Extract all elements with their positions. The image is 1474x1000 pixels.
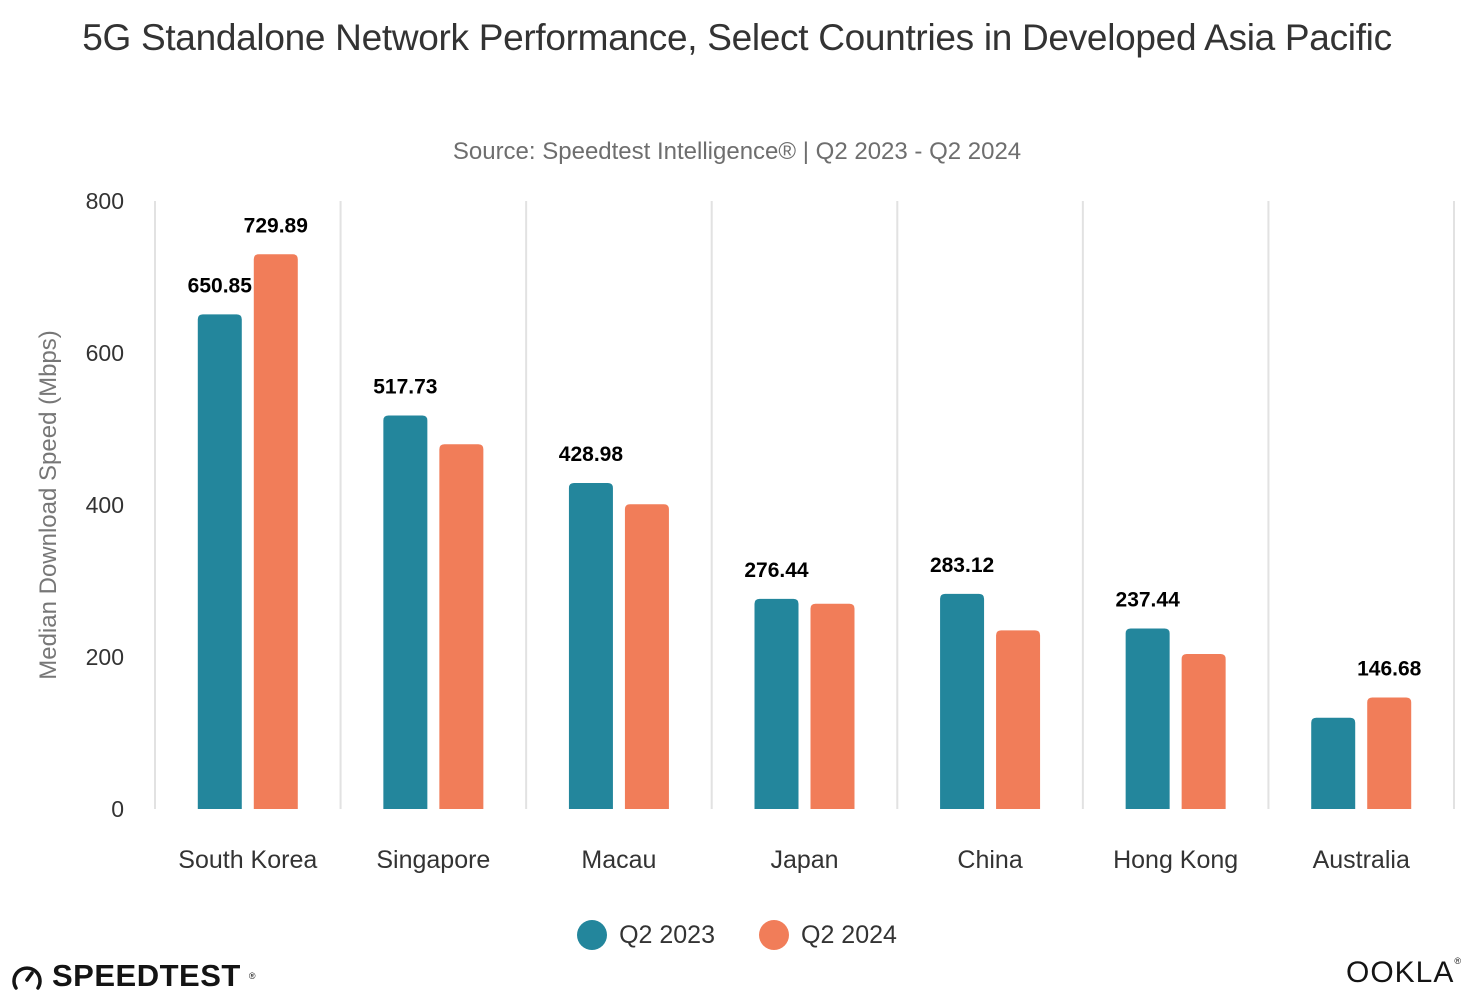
bar-singapore-q2-2023 <box>383 415 428 809</box>
legend-swatch-q2-2023 <box>577 920 608 950</box>
y-tick-label: 800 <box>86 188 124 214</box>
x-tick-label: Hong Kong <box>1113 846 1238 874</box>
bar-japan-q2-2023 <box>754 598 799 809</box>
grid-layer <box>154 201 1455 809</box>
bar-china-q2-2023 <box>940 593 985 809</box>
y-tick-label: 0 <box>111 796 124 822</box>
legend-label: Q2 2023 <box>619 920 715 949</box>
x-tick-label: Australia <box>1313 846 1410 874</box>
bar-macau-q2-2023 <box>568 482 613 809</box>
bar-japan-q2-2024 <box>810 603 855 809</box>
chart-title: 5G Standalone Network Performance, Selec… <box>82 17 1392 58</box>
y-tick-label: 400 <box>86 492 124 518</box>
chart-subtitle: Source: Speedtest Intelligence® | Q2 202… <box>452 138 1022 165</box>
legend-item-q2-2023[interactable]: Q2 2023 <box>577 920 715 950</box>
bars-layer <box>197 254 1412 810</box>
registered-mark: ® <box>1454 956 1462 966</box>
bar-south-korea-q2-2024 <box>253 254 298 810</box>
data-labels-layer: 650.85 729.89 517.73 428.98 276.44 283.12 237.… <box>188 214 1422 680</box>
data-label: 276.44 <box>744 559 809 582</box>
bar-australia-q2-2023 <box>1311 717 1356 809</box>
x-tick-label: South Korea <box>178 846 317 874</box>
bar-hong-kong-q2-2024 <box>1181 653 1226 809</box>
y-axis: 0 200 400 600 800 <box>86 188 124 822</box>
speedtest-logo: SPEEDTEST ® <box>10 958 256 994</box>
legend-swatch-q2-2024 <box>759 920 789 950</box>
bar-south-korea-q2-2023 <box>197 314 242 809</box>
bar-macau-q2-2024 <box>624 504 669 809</box>
data-label: 729.89 <box>244 214 308 237</box>
data-label: 650.85 <box>188 274 253 297</box>
legend-item-q2-2024[interactable]: Q2 2024 <box>759 920 897 950</box>
y-tick-label: 600 <box>86 340 124 366</box>
speedometer-icon <box>12 966 42 990</box>
x-tick-label: Singapore <box>376 846 490 874</box>
y-axis-title: Median Download Speed (Mbps) <box>35 330 62 680</box>
bar-hong-kong-q2-2023 <box>1125 628 1170 809</box>
x-tick-label: China <box>957 846 1022 874</box>
data-label: 283.12 <box>930 554 994 577</box>
ookla-logo: OOKLA® <box>1346 956 1462 990</box>
ookla-wordmark: OOKLA <box>1345 956 1455 989</box>
legend: Q2 2023 Q2 2024 <box>0 920 1474 950</box>
bar-chart: 650.85 729.89 517.73 428.98 276.44 283.12 237.… <box>35 188 1455 874</box>
x-axis: South Korea Singapore Macau Japan China Hong … <box>178 846 1410 874</box>
x-tick-label: Japan <box>770 846 838 874</box>
bar-china-q2-2024 <box>996 630 1041 809</box>
data-label: 428.98 <box>559 443 624 466</box>
bar-singapore-q2-2024 <box>439 444 484 809</box>
bar-australia-q2-2024 <box>1367 697 1412 809</box>
data-label: 146.68 <box>1357 658 1422 681</box>
y-tick-label: 200 <box>86 644 124 670</box>
data-label: 237.44 <box>1116 589 1181 612</box>
legend-label: Q2 2024 <box>801 920 897 949</box>
speedtest-wordmark: SPEEDTEST <box>52 958 241 993</box>
registered-mark: ® <box>248 971 256 981</box>
x-tick-label: Macau <box>581 846 656 874</box>
data-label: 517.73 <box>373 376 437 399</box>
